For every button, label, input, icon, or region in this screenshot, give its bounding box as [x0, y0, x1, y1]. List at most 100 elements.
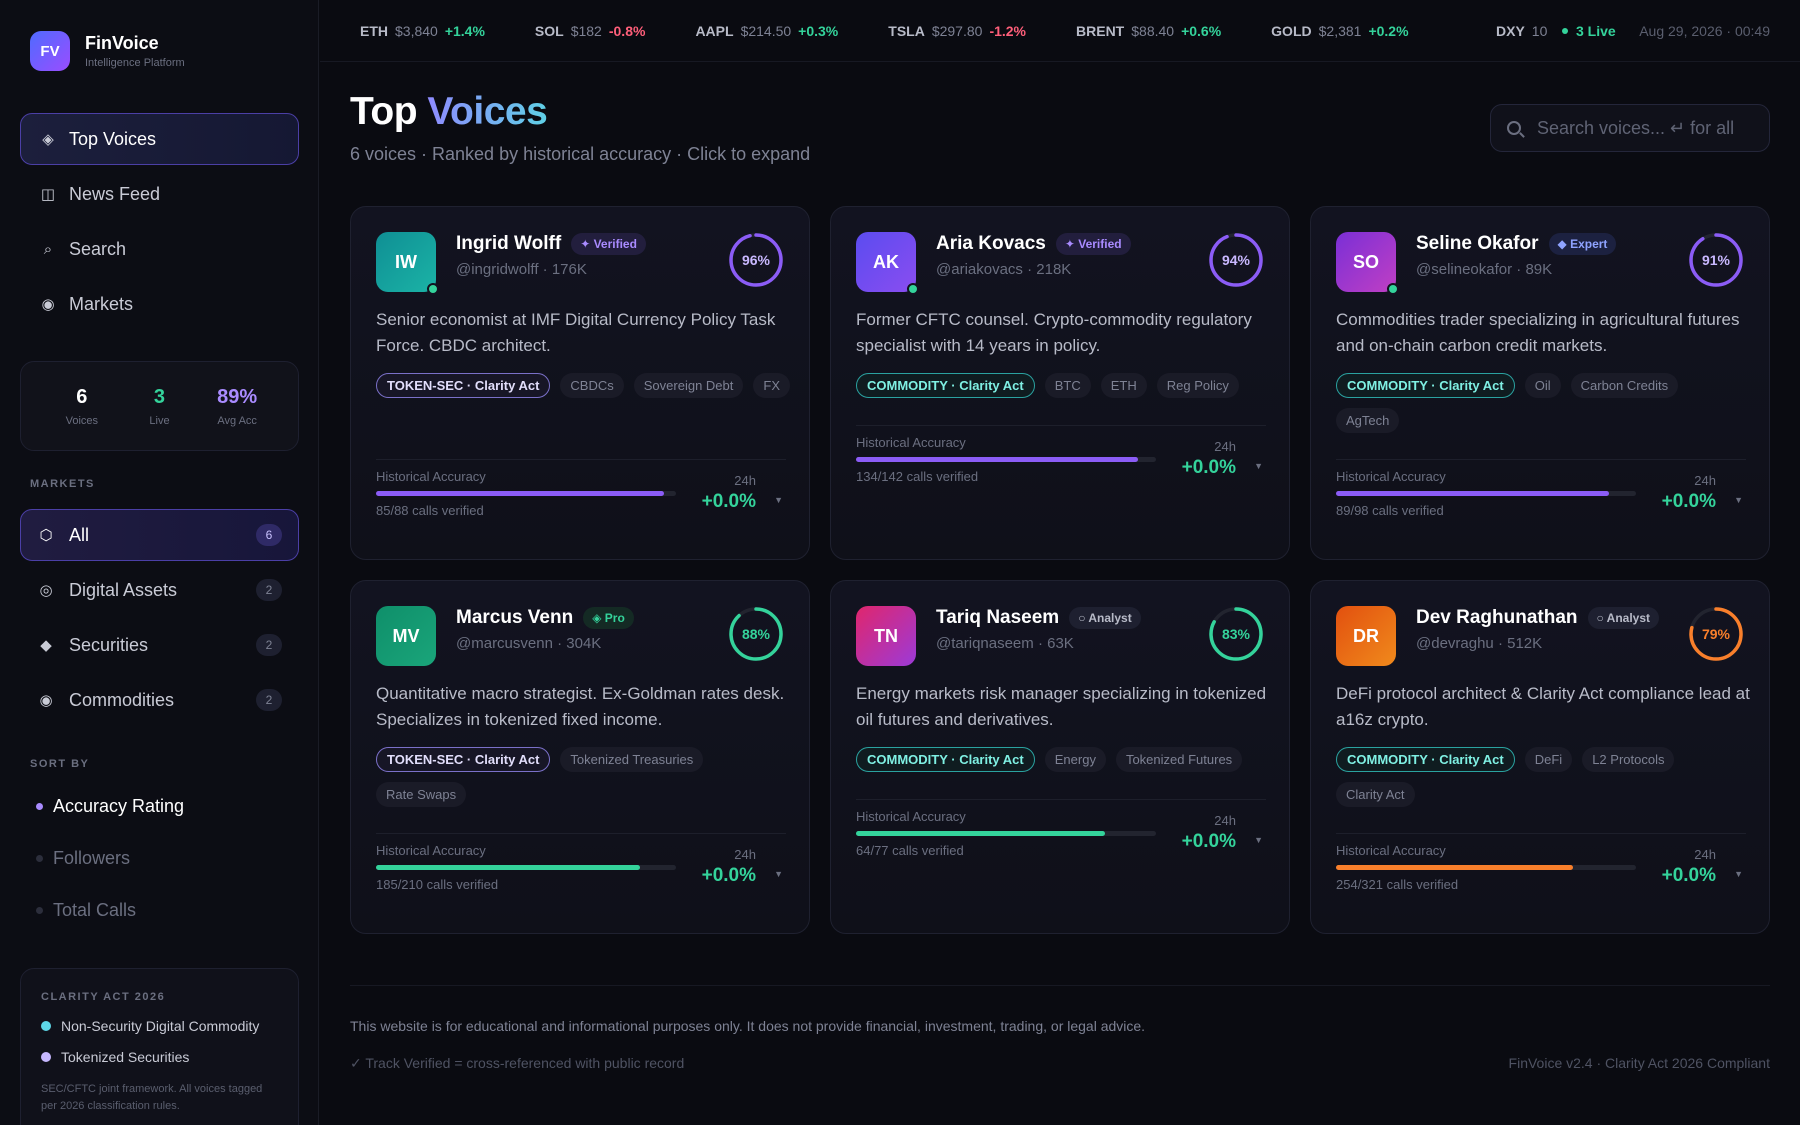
sort-option-accuracy-rating[interactable]: Accuracy Rating: [30, 780, 299, 832]
voice-card[interactable]: TN Tariq Naseem ○ Analyst @tariqnaseem · 63…: [830, 580, 1290, 934]
ticker-item-sol[interactable]: SOL $182 -0.8%: [535, 23, 646, 39]
topic-tag[interactable]: Carbon Credits: [1570, 373, 1679, 398]
classification-tag[interactable]: COMMODITY · Clarity Act: [1336, 373, 1515, 398]
expand-caret-icon[interactable]: ▼: [1254, 835, 1263, 845]
classification-tag[interactable]: COMMODITY · Clarity Act: [1336, 747, 1515, 772]
sort-dot-icon: [36, 802, 43, 810]
ticker-item-brent[interactable]: BRENT $88.40 +0.6%: [1076, 23, 1221, 39]
version-label: FinVoice v2.4 · Clarity Act 2026 Complia…: [1508, 1055, 1770, 1071]
name-row: Ingrid Wolff ✦ Verified: [456, 233, 646, 255]
voice-name: Marcus Venn: [456, 607, 574, 628]
ticker-symbol: GOLD: [1271, 22, 1312, 39]
market-filter-securities[interactable]: ◆ Securities 2: [20, 619, 299, 671]
card-divider: [1336, 833, 1746, 834]
topic-tag[interactable]: CBDCs: [560, 373, 624, 398]
ticker-symbol: ETH: [360, 22, 388, 39]
ticker-symbol: SOL: [534, 22, 564, 39]
market-filter-digital-assets[interactable]: ◎ Digital Assets 2: [20, 564, 299, 616]
sort-option-followers[interactable]: Followers: [30, 832, 299, 884]
avatar-initials: IW: [395, 251, 417, 272]
live-count: 3 Live: [1576, 22, 1616, 39]
ticker-change: -0.8%: [608, 22, 646, 39]
stat-label: Live: [149, 414, 170, 427]
topic-tag[interactable]: Rate Swaps: [376, 782, 467, 807]
nav-item-markets[interactable]: ◉ Markets: [20, 278, 299, 330]
search-icon: [1507, 121, 1521, 135]
accuracy-bar-fill: [856, 457, 1138, 462]
accuracy-bar-fill: [1336, 865, 1573, 870]
brand[interactable]: FV FinVoice Intelligence Platform: [30, 31, 185, 71]
tag-list: COMMODITY · Clarity Act BTC ETH Reg Policy: [856, 373, 1271, 398]
topic-tag[interactable]: Tokenized Treasuries: [560, 747, 704, 772]
topic-tag[interactable]: Energy: [1044, 747, 1106, 772]
market-filter-commodities[interactable]: ◉ Commodities 2: [20, 674, 299, 726]
topic-tag[interactable]: BTC: [1044, 373, 1091, 398]
avatar: MV: [376, 606, 436, 666]
voice-bio: DeFi protocol architect & Clarity Act co…: [1336, 684, 1750, 729]
topic-tag[interactable]: FX: [753, 373, 791, 398]
ticker-item-gold[interactable]: GOLD $2,381 +0.2%: [1271, 23, 1408, 39]
expand-caret-icon[interactable]: ▼: [1734, 869, 1743, 879]
ticker-price: $214.50: [740, 22, 792, 39]
clarity-title: CLARITY ACT 2026: [41, 991, 166, 1003]
ticker-item-tsla[interactable]: TSLA $297.80 -1.2%: [888, 23, 1026, 39]
avatar-initials: TN: [874, 625, 898, 646]
sort-dot-icon: [36, 854, 43, 862]
market-filter-label: Digital Assets: [69, 579, 178, 600]
card-divider: [376, 833, 786, 834]
search-input[interactable]: [1537, 117, 1767, 139]
topic-tag[interactable]: Clarity Act: [1336, 782, 1415, 807]
tag-list: TOKEN-SEC · Clarity Act Tokenized Treasur…: [376, 747, 791, 807]
classification-tag[interactable]: COMMODITY · Clarity Act: [856, 373, 1035, 398]
page-title-main: Top: [350, 90, 418, 133]
tag-list: COMMODITY · Clarity Act Oil Carbon Credits…: [1336, 373, 1751, 433]
voice-card[interactable]: IW Ingrid Wolff ✦ Verified @ingridwolff · 1…: [350, 206, 810, 560]
diamond-icon: ◈: [42, 131, 54, 148]
voice-card[interactable]: DR Dev Raghunathan ○ Analyst @devraghu · 51…: [1310, 580, 1770, 934]
voice-badge: ○ Analyst: [1587, 607, 1660, 629]
voice-name: Seline Okafor: [1416, 233, 1539, 254]
ticker-item-aapl[interactable]: AAPL $214.50 +0.3%: [695, 23, 838, 39]
topic-tag[interactable]: Sovereign Debt: [633, 373, 744, 398]
topic-tag[interactable]: Oil: [1524, 373, 1561, 398]
ticker-change: +0.6%: [1181, 22, 1222, 39]
accuracy-label: Historical Accuracy: [856, 809, 966, 824]
stat-label: Voices: [65, 414, 99, 427]
accuracy-bar: [856, 831, 1156, 836]
expand-caret-icon[interactable]: ▼: [774, 495, 783, 505]
expand-caret-icon[interactable]: ▼: [774, 869, 783, 879]
voice-card[interactable]: AK Aria Kovacs ✦ Verified @ariakovacs · 218…: [830, 206, 1290, 560]
topic-tag[interactable]: ETH: [1100, 373, 1147, 398]
accuracy-bar-fill: [1336, 491, 1609, 496]
clock: Aug 29, 2026 · 00:49: [1639, 22, 1770, 39]
ticker-item-eth[interactable]: ETH $3,840 +1.4%: [360, 23, 485, 39]
stat-live: 3 Live: [124, 386, 194, 427]
topic-tag[interactable]: DeFi: [1524, 747, 1573, 772]
stat-value: 6: [76, 385, 88, 408]
search-box[interactable]: [1490, 104, 1770, 152]
classification-tag[interactable]: TOKEN-SEC · Clarity Act: [376, 747, 551, 772]
topic-tag[interactable]: Reg Policy: [1156, 373, 1239, 398]
topic-tag[interactable]: L2 Protocols: [1582, 747, 1675, 772]
nav-item-news-feed[interactable]: ◫ News Feed: [20, 168, 299, 220]
topic-tag[interactable]: Tokenized Futures: [1115, 747, 1243, 772]
expand-caret-icon[interactable]: ▼: [1254, 461, 1263, 471]
ticker-item-dxy[interactable]: DXY 10: [1496, 23, 1554, 39]
nav-item-top-voices[interactable]: ◈ Top Voices: [20, 113, 299, 165]
classification-tag[interactable]: TOKEN-SEC · Clarity Act: [376, 373, 551, 398]
voice-handle: @tariqnaseem · 63K: [936, 635, 1074, 652]
sort-option-total-calls[interactable]: Total Calls: [30, 884, 299, 936]
voice-card[interactable]: SO Seline Okafor ◆ Expert @selineokafor · 8…: [1310, 206, 1770, 560]
market-filter-all[interactable]: ⬡ All 6: [20, 509, 299, 561]
voice-handle: @devraghu · 512K: [1416, 635, 1543, 652]
live-dot-icon: [1562, 27, 1568, 34]
clarity-legend-label: Non-Security Digital Commodity: [61, 1018, 260, 1034]
accuracy-ring: [1689, 607, 1743, 661]
stat-value: 89%: [217, 385, 258, 408]
classification-tag[interactable]: COMMODITY · Clarity Act: [856, 747, 1035, 772]
expand-caret-icon[interactable]: ▼: [1734, 495, 1743, 505]
nav-item-search[interactable]: ⌕ Search: [20, 223, 299, 275]
clarity-panel: CLARITY ACT 2026 Non-Security Digital Co…: [20, 968, 299, 1125]
topic-tag[interactable]: AgTech: [1336, 408, 1400, 433]
voice-card[interactable]: MV Marcus Venn ◈ Pro @marcusvenn · 304K 88% Q…: [350, 580, 810, 934]
